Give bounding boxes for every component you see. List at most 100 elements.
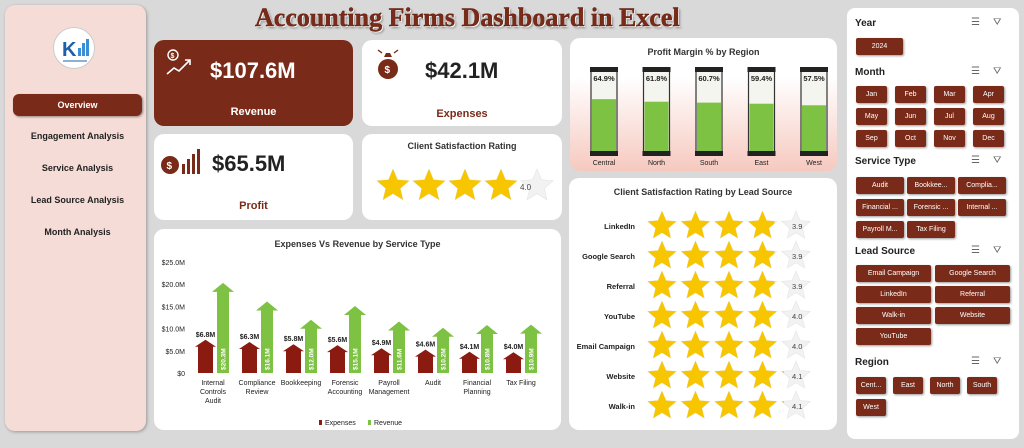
lead-value-label: 3.9 (792, 282, 802, 291)
satisfaction-star-filled-icon (376, 169, 410, 200)
lead-source-label: Referral (607, 282, 635, 291)
lead-source-card: Client Satisfaction Rating by Lead Sourc… (569, 178, 837, 430)
nav-overview[interactable]: Overview (13, 94, 142, 116)
expenses-value-label: $6.8M (196, 332, 216, 339)
lead-filter-chip[interactable]: Walk-in (856, 307, 931, 324)
expenses-value-label: $5.6M (328, 337, 348, 344)
lead-0-star-empty-icon (780, 210, 812, 239)
lead-6-star-filled-icon (781, 401, 784, 404)
month-filter-chip[interactable]: Oct (895, 130, 926, 147)
lead-filter-title: Lead Source (855, 246, 916, 257)
y-tick-label: $15.0M (162, 304, 186, 311)
nav-engagement-analysis[interactable]: Engagement Analysis (30, 131, 125, 141)
lead-value-label: 4.0 (792, 312, 802, 321)
region-bar-base (695, 151, 723, 156)
revenue-arrow (388, 321, 410, 373)
month-filter-chip[interactable]: Sep (856, 130, 887, 147)
expenses-arrow (371, 348, 392, 373)
lead-multiselect-icon[interactable]: ☰ (971, 245, 980, 256)
region-clear-filter-icon[interactable]: ⛛ (993, 356, 1002, 367)
service-filter-chip[interactable]: Complia... (958, 177, 1006, 194)
lead-value-label: 4.0 (792, 342, 802, 351)
nav-month-analysis[interactable]: Month Analysis (44, 227, 111, 237)
profit-label: Profit (239, 200, 268, 212)
service-clear-filter-icon[interactable]: ⛛ (993, 155, 1002, 166)
service-filter-chip[interactable]: Bookkee... (907, 177, 955, 194)
region-multiselect-icon[interactable]: ☰ (971, 356, 980, 367)
service-multiselect-icon[interactable]: ☰ (971, 155, 980, 166)
region-category-label: North (648, 160, 665, 167)
month-filter-chip[interactable]: Feb (895, 86, 926, 103)
revenue-value-label: $10.8M (485, 348, 492, 370)
nav-service-analysis[interactable]: Service Analysis (41, 163, 114, 173)
profit-margin-title: Profit Margin % by Region (647, 47, 760, 57)
region-filter-chip[interactable]: East (893, 377, 923, 394)
region-filter-chip[interactable]: North (930, 377, 960, 394)
year-filter-chip[interactable]: 2024 (856, 38, 903, 55)
year-multiselect-icon[interactable]: ☰ (971, 17, 980, 28)
month-multiselect-icon[interactable]: ☰ (971, 66, 980, 77)
expenses-arrow (503, 352, 524, 373)
lead-3-star-filled-icon (748, 301, 777, 329)
revenue-value-label: $15.1M (353, 348, 360, 370)
month-filter-chip[interactable]: Jan (856, 86, 887, 103)
lead-filter-chip[interactable]: Google Search (935, 265, 1010, 282)
region-bar-cap (747, 67, 776, 72)
lead-value-label: 3.9 (792, 252, 802, 261)
lead-filter-chip[interactable]: Email Campaign (856, 265, 931, 282)
lead-source-title: Client Satisfaction Rating by Lead Sourc… (613, 187, 793, 197)
region-bar-fill (592, 99, 616, 151)
legend-expenses-swatch (319, 420, 322, 425)
expenses-revenue-title: Expenses Vs Revenue by Service Type (274, 239, 441, 249)
svg-text:$: $ (171, 53, 175, 60)
region-category-label: South (700, 160, 718, 167)
nav-lead-source-analysis[interactable]: Lead Source Analysis (30, 195, 125, 205)
lead-filter-chip[interactable]: Website (935, 307, 1010, 324)
lead-clear-filter-icon[interactable]: ⛛ (993, 245, 1002, 256)
lead-filter-chip[interactable]: Referral (935, 286, 1010, 303)
lead-value-label: 4.1 (792, 402, 802, 411)
month-filter-chip[interactable]: Jul (934, 108, 965, 125)
year-clear-filter-icon[interactable]: ⛛ (993, 17, 1002, 28)
service-filter-chip[interactable]: Forensic ... (907, 199, 955, 216)
region-bar-fill (697, 102, 721, 151)
region-category-label: West (806, 160, 822, 167)
lead-filter-chip[interactable]: LinkedIn (856, 286, 931, 303)
service-category-label: Accounting (328, 389, 363, 396)
service-filter-chip[interactable]: Financial ... (856, 199, 904, 216)
region-value-label: 64.9% (593, 74, 615, 83)
lead-filter-chip[interactable]: YouTube (856, 328, 931, 345)
month-filter-chip[interactable]: Dec (973, 130, 1004, 147)
sidebar: K Overview Engagement Analysis Service A… (5, 5, 146, 431)
lead-5-star-filled-icon (748, 361, 777, 389)
month-filter-chip[interactable]: Jun (895, 108, 926, 125)
service-filter-chip[interactable]: Internal ... (958, 199, 1006, 216)
service-filter-chip[interactable]: Tax Filing (907, 221, 955, 238)
svg-text:$: $ (385, 65, 391, 76)
lead-1-star-empty-icon (780, 240, 812, 269)
service-category-label: Compliance (239, 380, 276, 387)
lead-1-star-filled-icon (714, 241, 744, 269)
month-filter-chip[interactable]: Aug (973, 108, 1004, 125)
region-filter-chip[interactable]: West (856, 399, 886, 416)
service-category-label: Audit (425, 380, 441, 387)
lead-6-star-filled-icon (647, 391, 677, 419)
month-clear-filter-icon[interactable]: ⛛ (993, 66, 1002, 77)
region-bar-cap (695, 67, 723, 72)
expenses-arrow (195, 339, 216, 373)
expenses-arrow (239, 342, 260, 373)
service-filter-chip[interactable]: Audit (856, 177, 904, 194)
expenses-value-label: $4.1M (460, 344, 480, 351)
satisfaction-title: Client Satisfaction Rating (407, 141, 517, 151)
lead-0-star-filled-icon (647, 211, 677, 239)
month-filter-chip[interactable]: Apr (973, 86, 1004, 103)
month-filter-chip[interactable]: Nov (934, 130, 965, 147)
revenue-value-label: $16.1M (265, 348, 272, 370)
expenses-card: $ $42.1M Expenses (362, 40, 562, 126)
service-filter-chip[interactable]: Payroll M... (856, 221, 904, 238)
region-filter-chip[interactable]: Cent... (856, 377, 886, 394)
month-filter-chip[interactable]: Mar (934, 86, 965, 103)
month-filter-chip[interactable]: May (856, 108, 887, 125)
lead-0-star-filled-icon (748, 211, 775, 239)
region-filter-chip[interactable]: South (967, 377, 997, 394)
